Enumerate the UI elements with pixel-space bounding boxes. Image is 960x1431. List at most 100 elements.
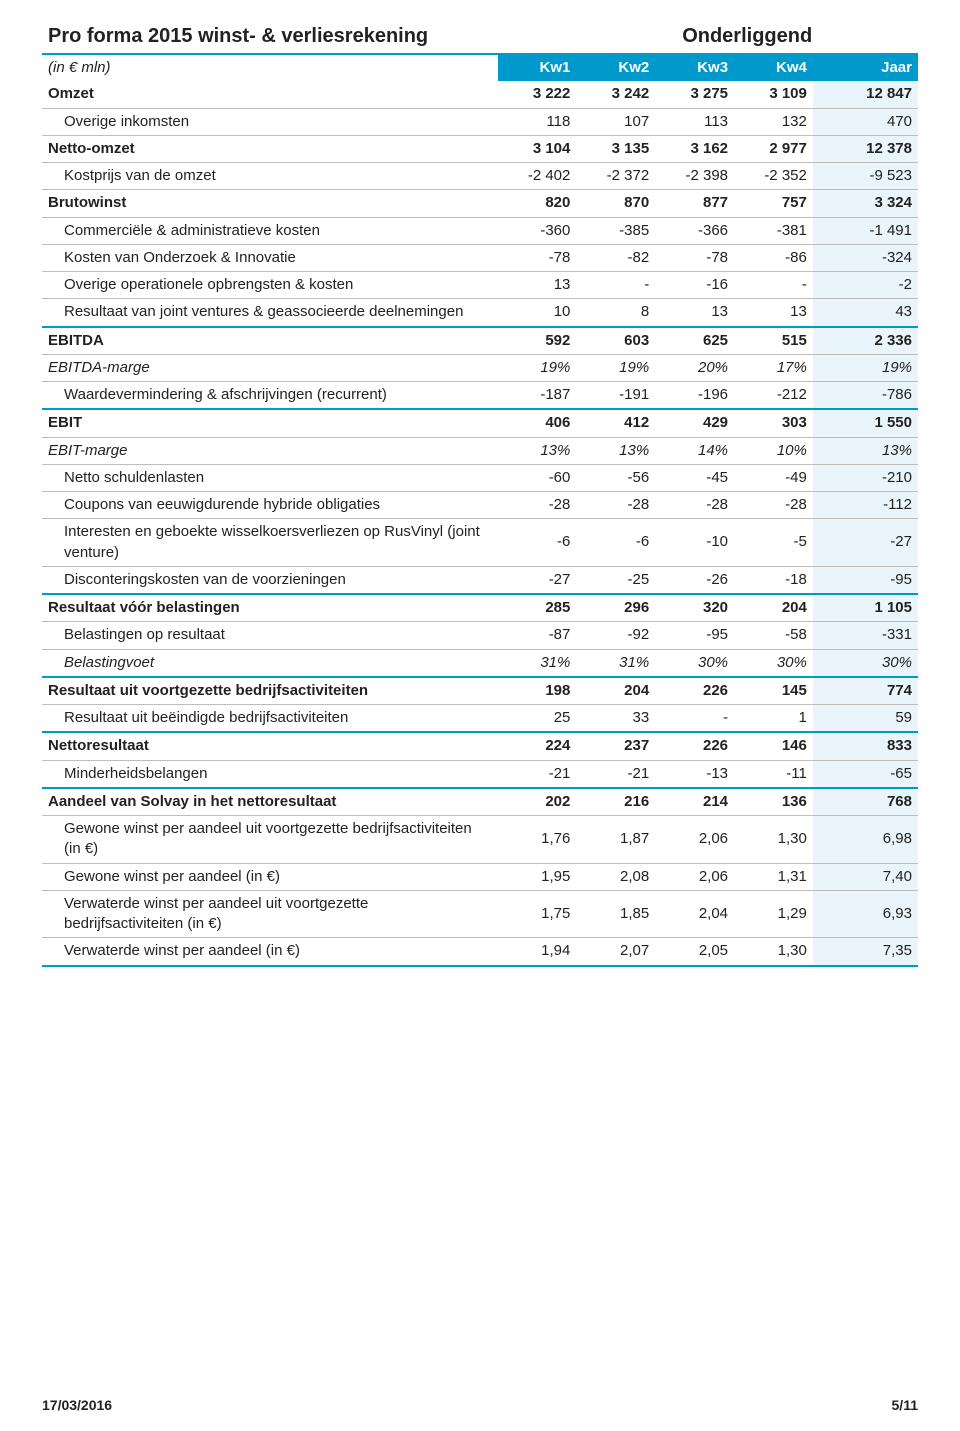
cell: -60 — [498, 464, 577, 491]
cell: 1,85 — [576, 890, 655, 938]
cell: 12 847 — [813, 81, 918, 108]
cell: -86 — [734, 244, 813, 271]
cell: 31% — [576, 649, 655, 677]
cell: 3 135 — [576, 135, 655, 162]
cell: - — [576, 272, 655, 299]
table-row: Belastingvoet31%31%30%30%30% — [42, 649, 918, 677]
cell: -25 — [576, 566, 655, 594]
financial-table: Pro forma 2015 winst- & verliesrekening O… — [42, 20, 918, 967]
cell: -18 — [734, 566, 813, 594]
cell: 7,35 — [813, 938, 918, 966]
row-label: Resultaat vóór belastingen — [42, 594, 498, 622]
table-title: Pro forma 2015 winst- & verliesrekening — [42, 20, 498, 54]
cell: 1 105 — [813, 594, 918, 622]
cell: 1,95 — [498, 863, 577, 890]
table-row: Commerciële & administratieve kosten-360… — [42, 217, 918, 244]
cell: -28 — [655, 492, 734, 519]
cell: -28 — [498, 492, 577, 519]
cell: 1,29 — [734, 890, 813, 938]
cell: -2 352 — [734, 163, 813, 190]
cell: 303 — [734, 409, 813, 437]
cell: -13 — [655, 760, 734, 788]
cell: -210 — [813, 464, 918, 491]
cell: 226 — [655, 677, 734, 705]
cell: -92 — [576, 622, 655, 649]
cell: 592 — [498, 327, 577, 355]
cell: 7,40 — [813, 863, 918, 890]
row-label: EBIT-marge — [42, 437, 498, 464]
cell: -26 — [655, 566, 734, 594]
cell: 118 — [498, 108, 577, 135]
cell: -27 — [498, 566, 577, 594]
row-label: Verwaterde winst per aandeel (in €) — [42, 938, 498, 966]
cell: 603 — [576, 327, 655, 355]
cell: 13 — [655, 299, 734, 327]
cell: 6,98 — [813, 816, 918, 864]
table-row: Coupons van eeuwigdurende hybride obliga… — [42, 492, 918, 519]
cell: 1,75 — [498, 890, 577, 938]
cell: 198 — [498, 677, 577, 705]
cell: 6,93 — [813, 890, 918, 938]
table-row: Kosten van Onderzoek & Innovatie-78-82-7… — [42, 244, 918, 271]
row-label: Aandeel van Solvay in het nettoresultaat — [42, 788, 498, 816]
table-row: EBITDA-marge19%19%20%17%19% — [42, 354, 918, 381]
cell: 768 — [813, 788, 918, 816]
title-row: Pro forma 2015 winst- & verliesrekening O… — [42, 20, 918, 54]
row-label: Gewone winst per aandeel uit voortgezett… — [42, 816, 498, 864]
cell: 1 — [734, 705, 813, 733]
cell: 113 — [655, 108, 734, 135]
table-row: Verwaterde winst per aandeel (in €)1,942… — [42, 938, 918, 966]
table-row: Nettoresultaat224237226146833 — [42, 732, 918, 760]
table-row: Resultaat vóór belastingen2852963202041 … — [42, 594, 918, 622]
row-label: Belastingvoet — [42, 649, 498, 677]
cell: 17% — [734, 354, 813, 381]
row-label: Kosten van Onderzoek & Innovatie — [42, 244, 498, 271]
table-row: Netto-omzet3 1043 1353 1622 97712 378 — [42, 135, 918, 162]
cell: 877 — [655, 190, 734, 217]
row-label: Interesten en geboekte wisselkoersverlie… — [42, 519, 498, 567]
row-label: Overige operationele opbrengsten & koste… — [42, 272, 498, 299]
cell: 224 — [498, 732, 577, 760]
row-label: Brutowinst — [42, 190, 498, 217]
cell: 202 — [498, 788, 577, 816]
cell: 470 — [813, 108, 918, 135]
cell: 145 — [734, 677, 813, 705]
cell: -87 — [498, 622, 577, 649]
underliggend-label: Onderliggend — [576, 20, 918, 54]
row-label: Netto-omzet — [42, 135, 498, 162]
column-header: Kw1 — [498, 54, 577, 81]
cell: -385 — [576, 217, 655, 244]
cell: 2,05 — [655, 938, 734, 966]
cell: -78 — [498, 244, 577, 271]
row-label: EBITDA-marge — [42, 354, 498, 381]
table-row: Gewone winst per aandeel (in €)1,952,082… — [42, 863, 918, 890]
cell: 132 — [734, 108, 813, 135]
cell: -65 — [813, 760, 918, 788]
page-footer: 17/03/2016 5/11 — [42, 1397, 918, 1413]
cell: -191 — [576, 382, 655, 410]
table-row: Resultaat van joint ventures & geassocie… — [42, 299, 918, 327]
cell: 412 — [576, 409, 655, 437]
cell: 10 — [498, 299, 577, 327]
footer-date: 17/03/2016 — [42, 1397, 112, 1413]
cell: 14% — [655, 437, 734, 464]
table-row: Resultaat uit beëindigde bedrijfsactivit… — [42, 705, 918, 733]
cell: 3 324 — [813, 190, 918, 217]
cell: 3 104 — [498, 135, 577, 162]
cell: 296 — [576, 594, 655, 622]
row-label: Nettoresultaat — [42, 732, 498, 760]
cell: 25 — [498, 705, 577, 733]
cell: 1,31 — [734, 863, 813, 890]
cell: 3 162 — [655, 135, 734, 162]
cell: 833 — [813, 732, 918, 760]
cell: 30% — [813, 649, 918, 677]
row-label: Waardevermindering & afschrijvingen (rec… — [42, 382, 498, 410]
column-header: Kw2 — [576, 54, 655, 81]
cell: 13 — [734, 299, 813, 327]
row-label: Omzet — [42, 81, 498, 108]
cell: -360 — [498, 217, 577, 244]
cell: -95 — [655, 622, 734, 649]
row-label: Resultaat uit voortgezette bedrijfsactiv… — [42, 677, 498, 705]
cell: 1,30 — [734, 816, 813, 864]
header-row: (in € mln)Kw1Kw2Kw3Kw4Jaar — [42, 54, 918, 81]
